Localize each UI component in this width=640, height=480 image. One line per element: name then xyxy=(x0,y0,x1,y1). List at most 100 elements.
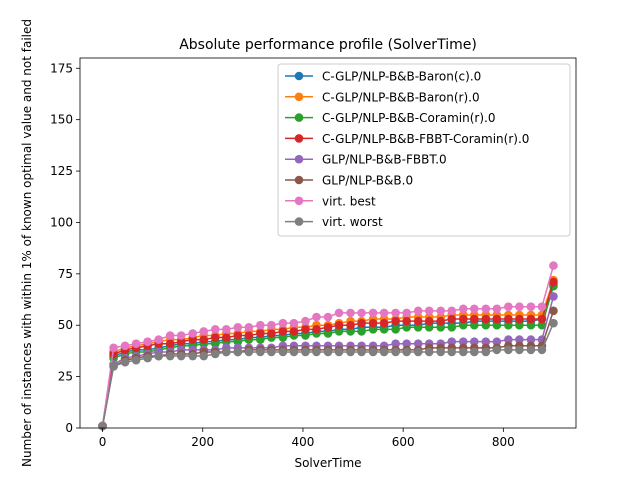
data-point xyxy=(244,347,254,357)
data-point xyxy=(537,320,547,330)
data-point xyxy=(447,322,457,332)
data-point xyxy=(267,320,276,330)
data-point xyxy=(458,347,468,357)
data-point xyxy=(244,322,254,332)
data-point xyxy=(515,320,524,330)
data-point xyxy=(436,316,446,326)
data-point xyxy=(210,333,220,342)
chart-title: Absolute performance profile (SolverTime… xyxy=(179,37,477,53)
data-point xyxy=(492,345,502,355)
data-point xyxy=(469,320,479,330)
data-point xyxy=(165,331,175,340)
data-point xyxy=(289,318,299,328)
legend-box xyxy=(277,63,571,237)
legend-entry: C-GLP/NLP-B&B-Baron(r).0 xyxy=(285,90,480,104)
data-point xyxy=(323,322,333,332)
legend-entry: GLP/NLP-B&B-FBBT.0 xyxy=(285,153,447,167)
data-point xyxy=(301,316,310,326)
data-point xyxy=(436,347,446,357)
data-point xyxy=(458,314,468,324)
data-point xyxy=(210,349,220,359)
data-point xyxy=(549,318,558,328)
data-point xyxy=(402,347,411,357)
y-tick-label: 150 xyxy=(50,113,73,127)
legend-label: C-GLP/NLP-B&B-Baron(c).0 xyxy=(322,70,481,84)
x-tick-label: 400 xyxy=(291,435,314,449)
data-point xyxy=(334,320,344,330)
data-point xyxy=(312,325,321,334)
data-point xyxy=(357,318,366,328)
data-point xyxy=(481,314,491,324)
data-point xyxy=(391,316,400,326)
data-point xyxy=(267,347,276,357)
data-point xyxy=(289,347,299,357)
data-point xyxy=(537,345,547,355)
data-point xyxy=(221,325,231,334)
data-point xyxy=(424,347,434,357)
y-axis-ticks: 0 25 50 75 100 125 150 175 xyxy=(50,61,80,435)
legend-marker-swatch xyxy=(294,217,304,226)
data-point xyxy=(357,327,366,336)
data-point xyxy=(481,304,491,314)
data-point xyxy=(492,304,502,314)
data-point xyxy=(504,335,513,344)
data-point xyxy=(469,314,479,324)
data-point xyxy=(109,362,118,371)
x-axis-label: SolverTime xyxy=(294,456,361,470)
data-point xyxy=(458,337,468,346)
data-point xyxy=(312,347,321,357)
data-point xyxy=(424,316,434,326)
data-point xyxy=(481,337,491,346)
legend-label: GLP/NLP-B&B-FBBT.0 xyxy=(322,153,447,167)
data-point xyxy=(469,304,479,314)
data-point xyxy=(413,316,423,326)
x-tick-label: 800 xyxy=(492,435,515,449)
data-point xyxy=(424,306,434,316)
data-point xyxy=(402,339,411,349)
data-point xyxy=(391,325,400,334)
y-axis-label: Number of instances with within 1% of kn… xyxy=(20,19,34,467)
legend-marker-swatch xyxy=(294,134,304,143)
y-tick-label: 175 xyxy=(50,61,73,75)
data-point xyxy=(368,308,378,318)
data-point xyxy=(402,308,411,318)
legend-entries: C-GLP/NLP-B&B-Baron(c).0 C-GLP/NLP-B&B-Ba… xyxy=(285,70,529,229)
data-point xyxy=(278,347,288,357)
data-point xyxy=(436,322,446,332)
data-point xyxy=(391,347,400,357)
legend-label: virt. worst xyxy=(322,215,383,229)
x-tick-label: 200 xyxy=(191,435,214,449)
data-point xyxy=(549,261,558,270)
data-point xyxy=(368,347,378,357)
data-point xyxy=(391,308,400,318)
data-point xyxy=(131,355,141,365)
data-point xyxy=(413,339,423,349)
data-point xyxy=(346,320,355,330)
data-point xyxy=(469,347,479,357)
data-point xyxy=(492,320,502,330)
legend-marker-swatch xyxy=(294,92,304,102)
legend-label: virt. best xyxy=(322,194,376,208)
data-point xyxy=(526,320,536,330)
data-point xyxy=(504,314,513,324)
data-point xyxy=(537,302,547,312)
data-point xyxy=(447,337,457,346)
data-point xyxy=(549,277,558,287)
data-point xyxy=(379,347,389,357)
data-point xyxy=(379,325,389,334)
data-point xyxy=(221,333,231,342)
data-point xyxy=(436,306,446,316)
data-point xyxy=(143,353,152,363)
data-point xyxy=(379,308,389,318)
data-point xyxy=(447,314,457,324)
data-point xyxy=(549,306,558,316)
data-point xyxy=(526,314,536,324)
axes-frame xyxy=(79,57,577,429)
data-point xyxy=(515,335,524,344)
series-virt-best xyxy=(98,261,558,431)
data-point xyxy=(334,327,344,336)
data-point xyxy=(233,347,243,357)
series-virt-worst xyxy=(98,318,558,431)
data-point xyxy=(346,347,355,357)
